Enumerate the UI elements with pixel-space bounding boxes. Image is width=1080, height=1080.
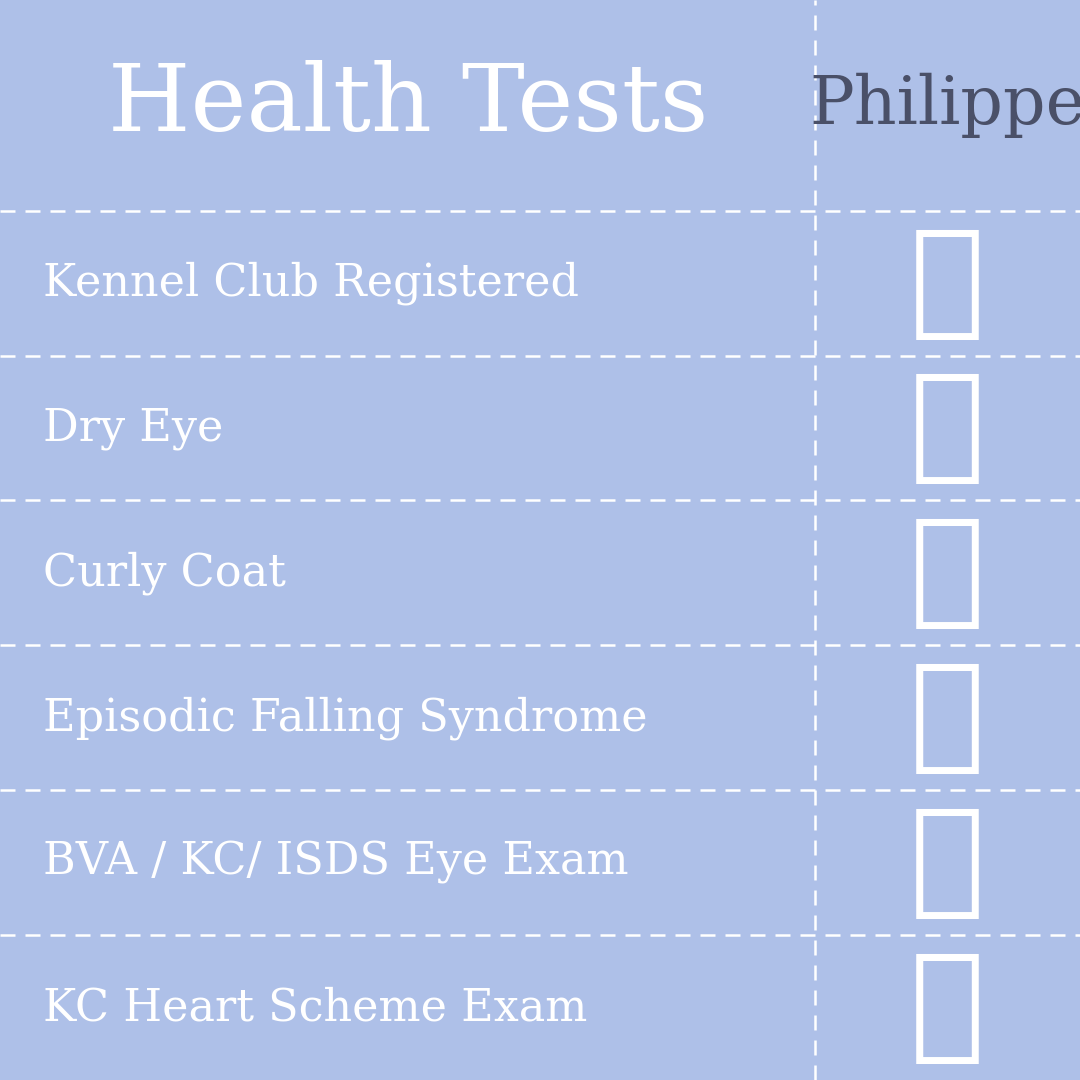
Text: Health Tests: Health Tests bbox=[108, 60, 707, 150]
Text: ✓: ✓ bbox=[910, 367, 985, 488]
Text: Kennel Club Registered: Kennel Club Registered bbox=[43, 261, 579, 305]
Text: ✓: ✓ bbox=[910, 658, 985, 779]
Text: BVA / KC/ ISDS Eye Exam: BVA / KC/ ISDS Eye Exam bbox=[43, 841, 629, 885]
Text: Philippe: Philippe bbox=[810, 72, 1080, 138]
Text: ✓: ✓ bbox=[910, 802, 985, 923]
Text: ✓: ✓ bbox=[910, 222, 985, 343]
Text: Dry Eye: Dry Eye bbox=[43, 406, 224, 449]
Text: ✓: ✓ bbox=[910, 512, 985, 633]
Text: ✓: ✓ bbox=[910, 947, 985, 1068]
Text: KC Heart Scheme Exam: KC Heart Scheme Exam bbox=[43, 986, 588, 1029]
Text: Curly Coat: Curly Coat bbox=[43, 551, 286, 595]
Text: Episodic Falling Syndrome: Episodic Falling Syndrome bbox=[43, 696, 648, 740]
